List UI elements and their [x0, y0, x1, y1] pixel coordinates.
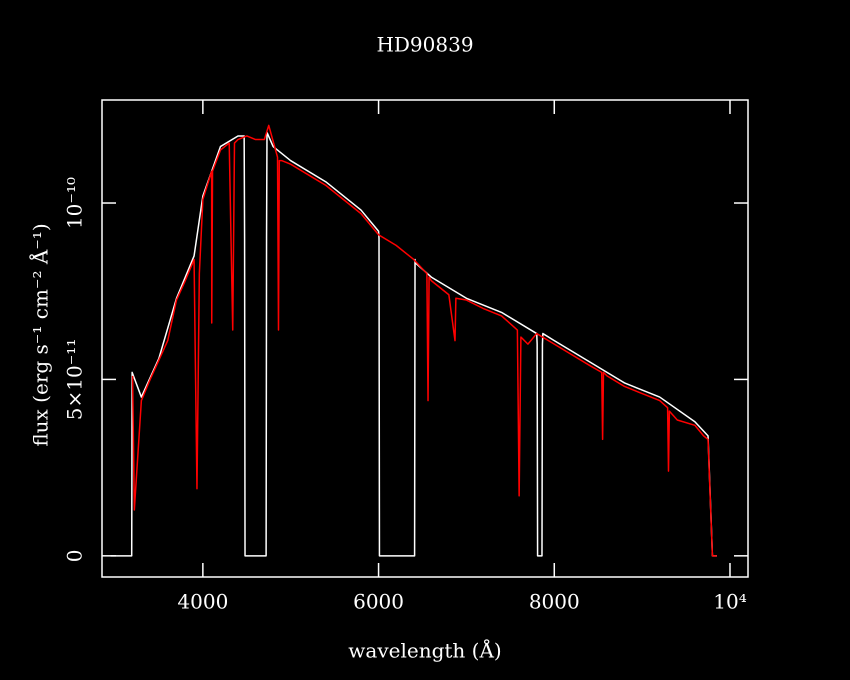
x-tick-label: 6000: [353, 590, 404, 614]
spectrum-line: [131, 124, 717, 557]
x-tick-label: 8000: [529, 590, 580, 614]
x-axis-label: wavelength (Å): [348, 638, 501, 663]
y-tick-label: 10⁻¹⁰: [63, 177, 87, 229]
spectrum-line: [110, 131, 717, 557]
plot-frame: [101, 99, 749, 578]
chart-title: HD90839: [376, 33, 473, 57]
x-tick-label: 10⁴: [713, 590, 746, 614]
y-axis-label: flux (erg s⁻¹ cm⁻² Å⁻¹): [28, 223, 53, 446]
y-tick-label: 0: [63, 549, 87, 562]
y-tick-label: 5×10⁻¹¹: [63, 339, 87, 421]
x-tick-label: 4000: [177, 590, 228, 614]
